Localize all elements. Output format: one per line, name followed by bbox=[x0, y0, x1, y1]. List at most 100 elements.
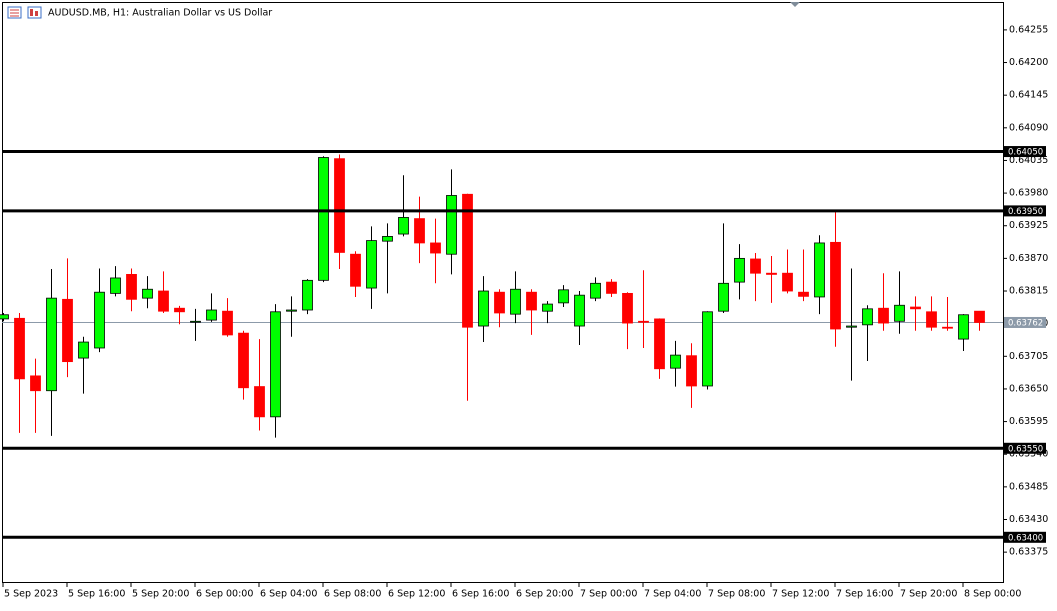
x-tick-label: 5 Sep 16:00 bbox=[68, 589, 125, 600]
candle-body bbox=[238, 332, 249, 389]
candle-body bbox=[798, 291, 809, 297]
candle-body bbox=[158, 290, 169, 312]
x-tick-label: 5 Sep 2023 bbox=[4, 589, 58, 600]
candle-body bbox=[510, 288, 521, 315]
x-tick-label: 7 Sep 12:00 bbox=[772, 589, 829, 600]
x-tick-label: 7 Sep 16:00 bbox=[836, 589, 893, 600]
x-tick-label: 7 Sep 20:00 bbox=[900, 589, 957, 600]
candle-body bbox=[142, 288, 153, 299]
candle-body bbox=[0, 314, 9, 320]
candle-body bbox=[638, 320, 649, 323]
candle-body bbox=[958, 314, 969, 340]
candle-body bbox=[302, 279, 313, 311]
x-tick-label: 6 Sep 12:00 bbox=[388, 589, 445, 600]
candle-body bbox=[942, 326, 953, 329]
candle-body bbox=[446, 195, 457, 255]
candle-body bbox=[910, 306, 921, 310]
candle-body bbox=[350, 253, 361, 287]
candle-body bbox=[414, 218, 425, 244]
candle-body bbox=[974, 310, 985, 323]
candle-body bbox=[270, 311, 281, 418]
candle-body bbox=[110, 277, 121, 294]
candle-body bbox=[366, 240, 377, 289]
candle-body bbox=[382, 236, 393, 242]
candle-body bbox=[14, 317, 25, 380]
candle-body bbox=[574, 294, 585, 327]
candle-body bbox=[734, 257, 745, 283]
candle-body bbox=[542, 303, 553, 312]
candle-body bbox=[654, 318, 665, 370]
y-tick-label: 0.63650 bbox=[1009, 383, 1048, 394]
shift-marker bbox=[790, 2, 800, 7]
y-tick-label: 0.63870 bbox=[1009, 253, 1048, 264]
candle-body bbox=[862, 308, 873, 326]
y-tick-label: 0.64035 bbox=[1009, 155, 1048, 166]
candle-body bbox=[46, 297, 57, 392]
candle-body bbox=[190, 320, 201, 323]
candle-body bbox=[830, 241, 841, 330]
level-label-box bbox=[1004, 531, 1046, 543]
level-label-box bbox=[1004, 146, 1046, 158]
y-tick-label: 0.63595 bbox=[1009, 416, 1048, 427]
y-tick-label: 0.63925 bbox=[1009, 220, 1048, 231]
x-tick-label: 7 Sep 08:00 bbox=[708, 589, 765, 600]
x-tick-label: 7 Sep 00:00 bbox=[580, 589, 637, 600]
candle-body bbox=[126, 273, 137, 300]
x-tick-label: 6 Sep 00:00 bbox=[196, 589, 253, 600]
candle-body bbox=[894, 304, 905, 322]
level-label-box bbox=[1004, 442, 1046, 454]
candle-body bbox=[78, 341, 89, 359]
y-tick-label: 0.63540 bbox=[1009, 449, 1048, 460]
candle-body bbox=[398, 217, 409, 235]
y-tick-label: 0.64255 bbox=[1009, 24, 1048, 35]
candle-body bbox=[478, 290, 489, 327]
candle-body bbox=[814, 242, 825, 298]
candle-body bbox=[430, 242, 441, 254]
x-tick-label: 6 Sep 04:00 bbox=[260, 589, 317, 600]
candle-body bbox=[878, 307, 889, 324]
y-tick-label: 0.63705 bbox=[1009, 351, 1048, 362]
toolbar-icons bbox=[7, 6, 42, 19]
current-price-box bbox=[1004, 316, 1046, 328]
x-tick-label: 6 Sep 16:00 bbox=[452, 589, 509, 600]
candle-body bbox=[846, 325, 857, 328]
candle-body bbox=[318, 157, 329, 281]
candle-body bbox=[494, 291, 505, 314]
chart-title: AUDUSD.MB, H1: Australian Dollar vs US D… bbox=[48, 8, 272, 19]
candle-body bbox=[334, 158, 345, 253]
y-tick-label: 0.63980 bbox=[1009, 188, 1048, 199]
y-tick-label: 0.63815 bbox=[1009, 286, 1048, 297]
candle-body bbox=[174, 307, 185, 313]
level-label: 0.63950 bbox=[1008, 207, 1043, 217]
candle-body bbox=[254, 386, 265, 418]
y-tick-label: 0.64090 bbox=[1009, 122, 1048, 133]
x-tick-label: 5 Sep 20:00 bbox=[132, 589, 189, 600]
candle-body bbox=[526, 291, 537, 311]
candle-body bbox=[686, 355, 697, 387]
candle-body bbox=[30, 375, 41, 392]
candle-body bbox=[622, 292, 633, 324]
y-tick-label: 0.63485 bbox=[1009, 481, 1048, 492]
x-tick-label: 7 Sep 04:00 bbox=[644, 589, 701, 600]
candle-body bbox=[926, 311, 937, 328]
candle-body bbox=[782, 272, 793, 292]
candle-body bbox=[558, 289, 569, 304]
candle-body bbox=[206, 309, 217, 321]
x-tick-label: 6 Sep 20:00 bbox=[516, 589, 573, 600]
candle-body bbox=[718, 282, 729, 312]
candle-body bbox=[750, 258, 761, 274]
candle-body bbox=[286, 309, 297, 312]
y-tick-label: 0.63375 bbox=[1009, 547, 1048, 558]
candle-body bbox=[590, 282, 601, 299]
level-label-box bbox=[1004, 205, 1046, 217]
candle-body bbox=[670, 354, 681, 369]
x-tick-label: 6 Sep 08:00 bbox=[324, 589, 381, 600]
candle-body bbox=[62, 298, 73, 363]
candle-body bbox=[702, 311, 713, 387]
y-tick-label: 0.63430 bbox=[1009, 514, 1048, 525]
candle-body bbox=[766, 272, 777, 275]
y-tick-label: 0.64145 bbox=[1009, 90, 1048, 101]
y-tick-label: 0.64200 bbox=[1009, 57, 1048, 68]
candle-body bbox=[462, 193, 473, 328]
